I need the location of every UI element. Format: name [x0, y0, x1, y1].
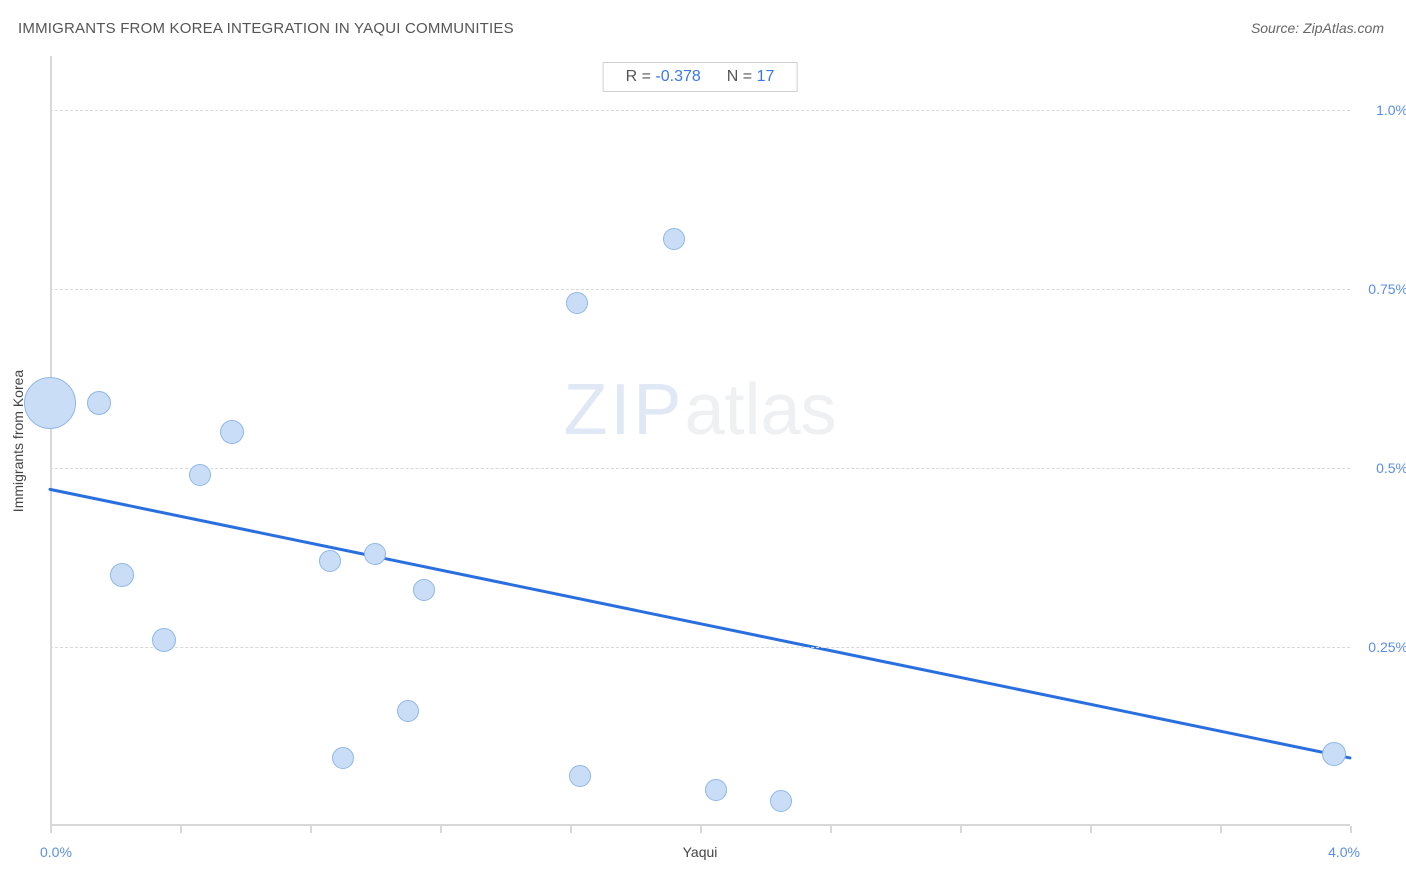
page-title: IMMIGRANTS FROM KOREA INTEGRATION IN YAQ…	[18, 20, 514, 37]
n-value: 17	[757, 68, 775, 85]
data-point[interactable]	[152, 628, 176, 652]
x-tick	[440, 826, 442, 833]
scatter-plot: ZIPatlas R = -0.378 N = 17 Immigrants fr…	[50, 56, 1350, 826]
data-point[interactable]	[770, 790, 792, 812]
gridline	[50, 110, 1350, 111]
data-point[interactable]	[87, 391, 111, 415]
stats-box: R = -0.378 N = 17	[603, 62, 798, 92]
y-tick-label: 0.75%	[1368, 281, 1406, 297]
x-tick	[1220, 826, 1222, 833]
gridline	[50, 289, 1350, 290]
trend-line-svg	[50, 56, 1350, 826]
n-stat: N = 17	[727, 68, 775, 86]
y-tick-label: 1.0%	[1376, 102, 1406, 118]
x-max-label: 4.0%	[1328, 844, 1360, 860]
data-point[interactable]	[663, 228, 685, 250]
x-tick	[700, 826, 702, 833]
data-point[interactable]	[220, 420, 244, 444]
data-point[interactable]	[566, 292, 588, 314]
x-tick	[180, 826, 182, 833]
data-point[interactable]	[364, 543, 386, 565]
n-label: N =	[727, 68, 752, 85]
source-prefix: Source:	[1251, 20, 1303, 36]
source-attribution: Source: ZipAtlas.com	[1251, 20, 1384, 36]
data-point[interactable]	[189, 464, 211, 486]
x-tick	[570, 826, 572, 833]
data-point[interactable]	[705, 779, 727, 801]
x-min-label: 0.0%	[40, 844, 72, 860]
source-name: ZipAtlas.com	[1303, 20, 1384, 36]
x-tick	[830, 826, 832, 833]
data-point[interactable]	[24, 377, 76, 429]
gridline	[50, 468, 1350, 469]
data-point[interactable]	[110, 563, 134, 587]
x-axis-label: Yaqui	[683, 844, 718, 860]
x-tick	[50, 826, 52, 833]
r-stat: R = -0.378	[626, 68, 701, 86]
data-point[interactable]	[397, 700, 419, 722]
y-tick-label: 0.25%	[1368, 639, 1406, 655]
x-tick	[1350, 826, 1352, 833]
x-tick	[1090, 826, 1092, 833]
r-label: R =	[626, 68, 651, 85]
r-value: -0.378	[655, 68, 700, 85]
data-point[interactable]	[569, 765, 591, 787]
data-point[interactable]	[332, 747, 354, 769]
trend-line	[50, 489, 1350, 758]
x-tick	[960, 826, 962, 833]
data-point[interactable]	[1322, 742, 1346, 766]
data-point[interactable]	[413, 579, 435, 601]
gridline	[50, 647, 1350, 648]
y-tick-label: 0.5%	[1376, 460, 1406, 476]
data-point[interactable]	[319, 550, 341, 572]
x-tick	[310, 826, 312, 833]
y-axis-label: Immigrants from Korea	[10, 370, 26, 512]
